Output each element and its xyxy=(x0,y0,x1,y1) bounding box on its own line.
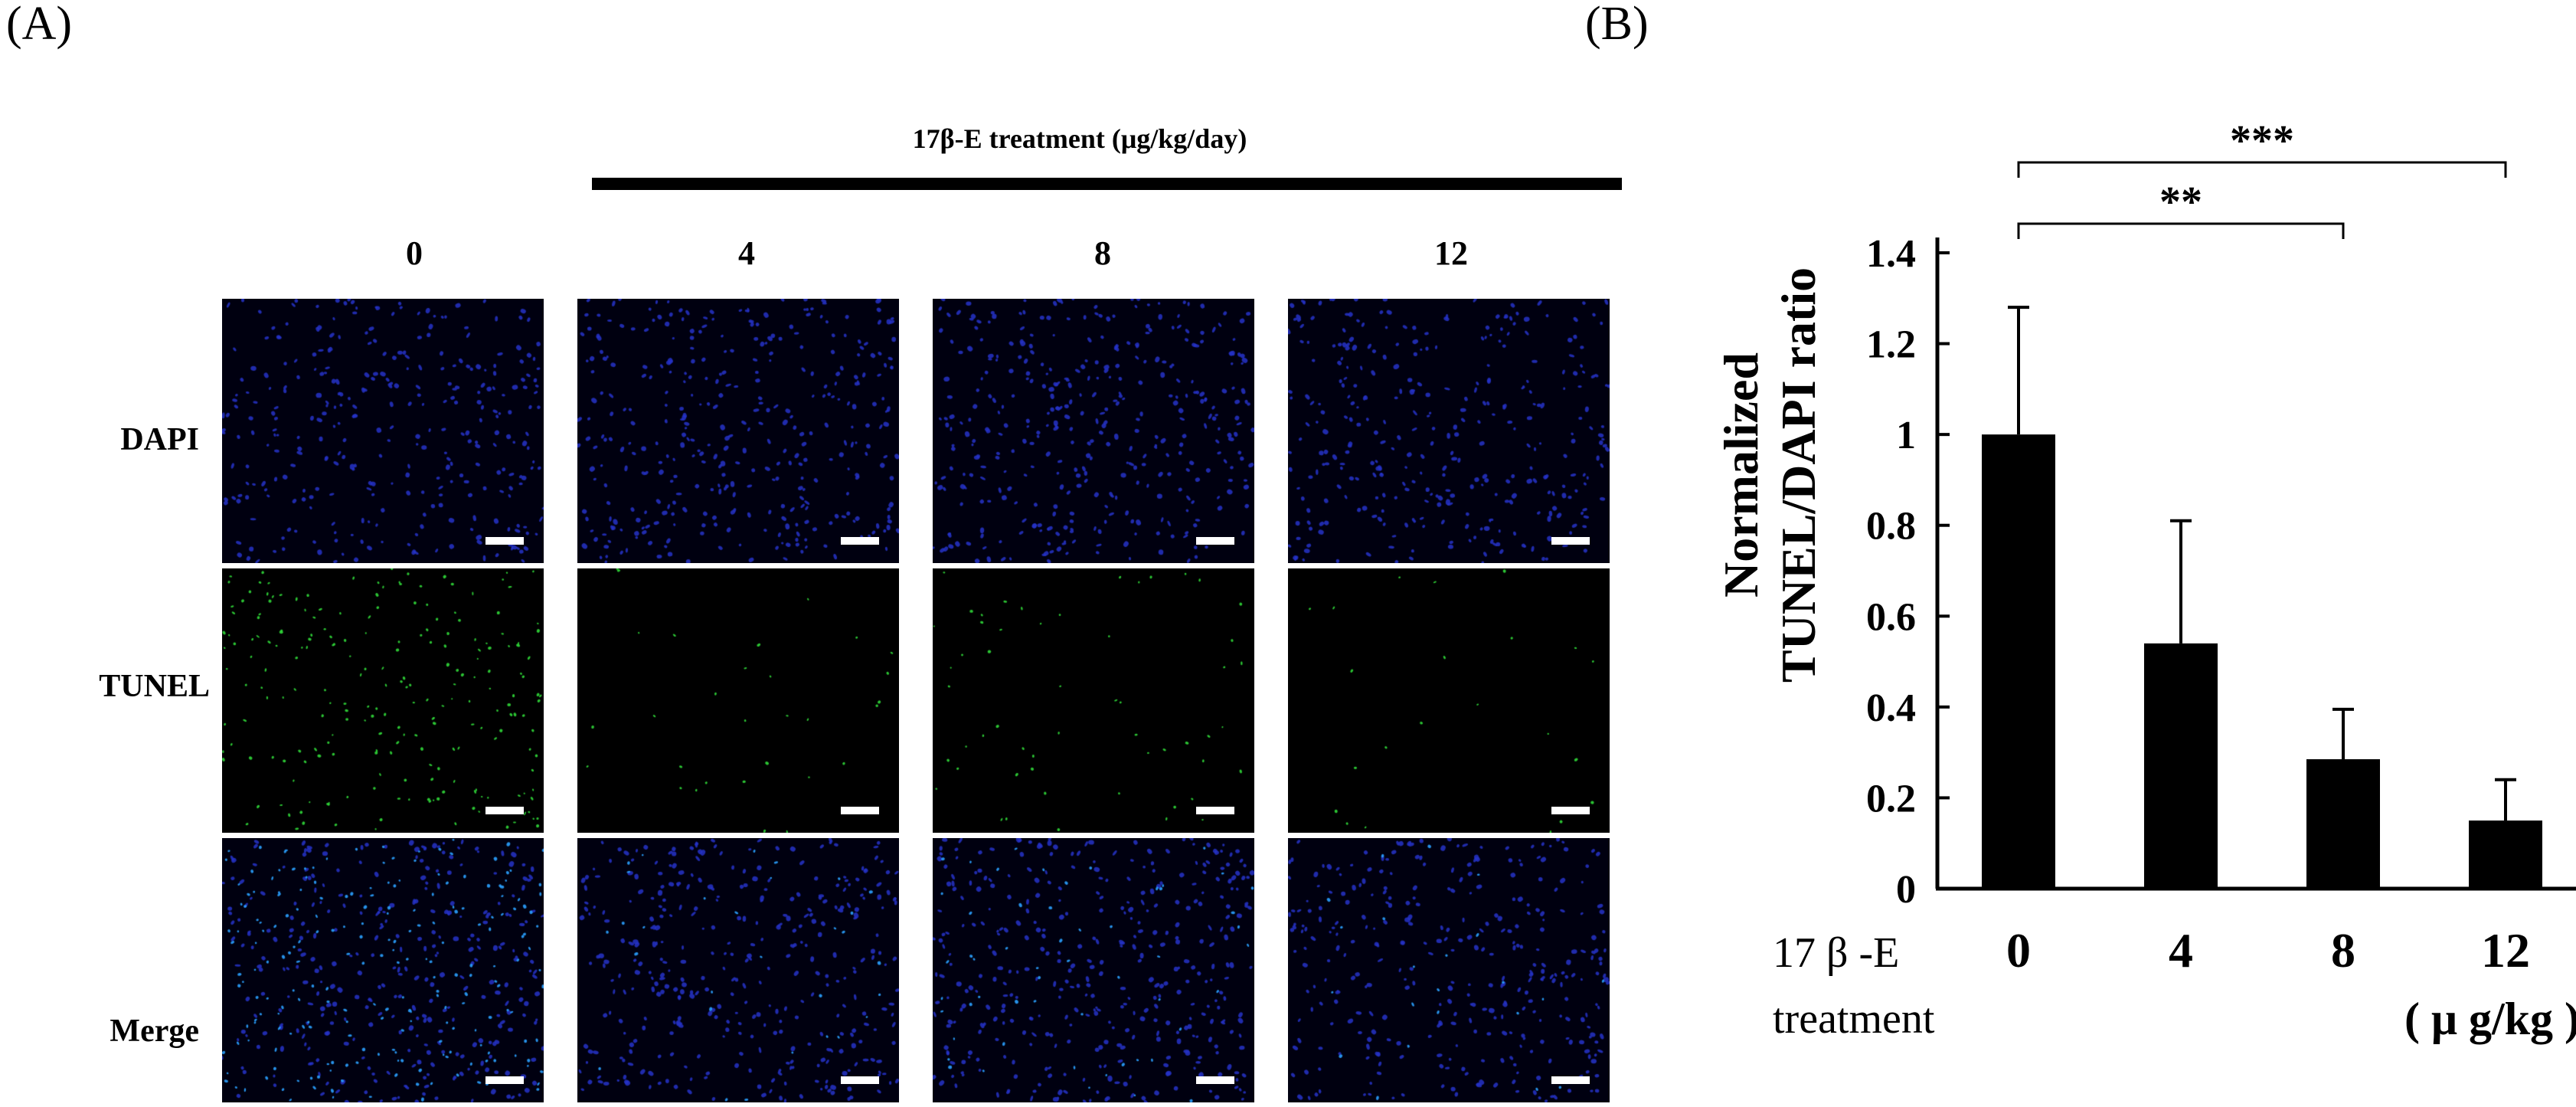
y-tick-label: 0.2 xyxy=(1866,777,1916,820)
micrograph-tunel-12 xyxy=(1288,568,1610,833)
micrograph-grid xyxy=(222,299,1610,1107)
micrograph-dapi-8 xyxy=(933,299,1254,563)
micrograph-tunel-0 xyxy=(222,568,544,833)
scale-bar xyxy=(1196,537,1234,545)
y-tick-label: 1.4 xyxy=(1866,232,1916,276)
bars xyxy=(1982,306,2542,889)
panel-a-label: (A) xyxy=(6,0,73,50)
significance-label: *** xyxy=(2230,117,2294,165)
scale-bar xyxy=(1196,1076,1234,1084)
y-tick-label: 0 xyxy=(1896,868,1916,912)
y-tick-label: 0.8 xyxy=(1866,505,1916,549)
x-axis-prefix-line2: treatment xyxy=(1773,995,1935,1043)
micrograph-merge-0 xyxy=(222,838,544,1102)
row-label-dapi: DAPI xyxy=(120,422,199,457)
micrograph-dapi-12 xyxy=(1288,299,1610,563)
y-tick-label: 1 xyxy=(1896,414,1916,457)
dose-label-12: 12 xyxy=(1434,234,1468,272)
micrograph-tunel-4 xyxy=(577,568,899,833)
y-ticks: 0 0.2 0.4 0.6 0.8 1 1.2 1.4 xyxy=(1866,232,1950,912)
panel-b-label: (B) xyxy=(1585,0,1649,50)
x-axis-prefix-line1: 17 β -E xyxy=(1773,929,1899,977)
scale-bar xyxy=(841,807,879,814)
x-tick-labels: 0 4 8 12 xyxy=(2006,923,2530,978)
row-label-merge: Merge xyxy=(110,1014,199,1049)
x-tick-label-4: 4 xyxy=(2169,923,2193,978)
treatment-header: 17β-E treatment (μg/kg/day) xyxy=(912,123,1247,154)
y-tick-label: 1.2 xyxy=(1866,323,1916,367)
bar-chart: Normalized TUNEL/DAPI ratio 0 0.2 0.4 0.6 0.… xyxy=(1714,117,2576,1044)
y-tick-label: 0.4 xyxy=(1866,686,1916,730)
scale-bar xyxy=(841,537,879,545)
x-tick-label-8: 8 xyxy=(2331,923,2355,978)
scale-bar xyxy=(485,1076,524,1084)
scale-bar xyxy=(485,537,524,545)
y-axis-title-line2: TUNEL/DAPI ratio xyxy=(1771,267,1826,683)
bar-0 xyxy=(1982,434,2055,889)
micrograph-dapi-4 xyxy=(577,299,899,563)
dose-label-4: 4 xyxy=(738,234,755,272)
micrograph-dapi-0 xyxy=(222,299,544,563)
y-tick-label: 0.6 xyxy=(1866,595,1916,639)
scale-bar xyxy=(485,807,524,814)
row-label-tunel: TUNEL xyxy=(99,669,210,704)
scale-bar xyxy=(1196,807,1234,814)
dose-label-0: 0 xyxy=(406,234,423,272)
scale-bar xyxy=(1551,537,1590,545)
bar-8 xyxy=(2306,759,2380,889)
dose-label-8: 8 xyxy=(1094,234,1111,272)
significance-bracket xyxy=(2017,161,2507,178)
x-tick-label-0: 0 xyxy=(2006,923,2031,978)
significance-label: ** xyxy=(2159,178,2202,226)
scale-bar xyxy=(1551,1076,1590,1084)
bar-12 xyxy=(2469,820,2542,889)
y-axis-title-line1: Normalized xyxy=(1714,352,1768,598)
micrograph-tunel-8 xyxy=(933,568,1254,833)
x-axis-unit: ( μ g/kg ) xyxy=(2404,994,2576,1044)
scale-bar xyxy=(1551,807,1590,814)
treatment-bar xyxy=(592,178,1622,190)
scale-bar xyxy=(841,1076,879,1084)
micrograph-merge-12 xyxy=(1288,838,1610,1102)
micrograph-merge-8 xyxy=(933,838,1254,1102)
bar-4 xyxy=(2144,643,2218,889)
micrograph-merge-4 xyxy=(577,838,899,1102)
x-tick-label-12: 12 xyxy=(2481,923,2530,978)
significance-brackets: ***** xyxy=(2017,117,2507,239)
significance-bracket xyxy=(2017,222,2345,239)
